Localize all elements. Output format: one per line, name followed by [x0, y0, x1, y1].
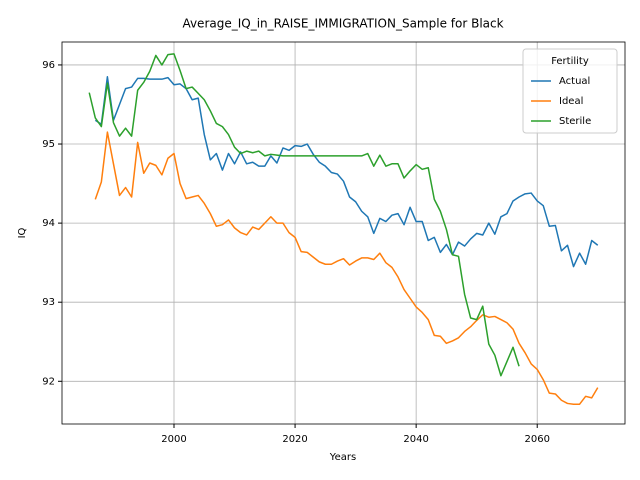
plot-frame: [61, 41, 626, 425]
legend-label: Sterile: [559, 116, 591, 127]
y-tick-label: 92: [42, 376, 55, 387]
x-tick-label: 2020: [282, 434, 307, 445]
legend-label: Actual: [559, 76, 590, 87]
legend: Fertility Actual Ideal Sterile: [522, 48, 618, 134]
x-axis-label: Years: [329, 452, 356, 463]
series-line: [94, 76, 599, 268]
x-tick-label: 2040: [403, 434, 428, 445]
y-tick-label: 93: [42, 297, 55, 308]
chart-title: Average_IQ_in_RAISE_IMMIGRATION_Sample f…: [182, 17, 503, 31]
legend-title: Fertility: [551, 56, 589, 67]
x-tick-label: 2060: [524, 434, 549, 445]
legend-label: Ideal: [559, 96, 583, 107]
series-line: [94, 131, 599, 405]
series-line: [88, 53, 520, 377]
y-axis-label: IQ: [17, 227, 28, 238]
y-tick-label: 96: [42, 60, 55, 71]
legend-box: [522, 48, 618, 134]
y-tick-label: 95: [42, 139, 55, 150]
x-tick-label: 2000: [161, 434, 186, 445]
y-tick-label: 94: [42, 218, 55, 229]
